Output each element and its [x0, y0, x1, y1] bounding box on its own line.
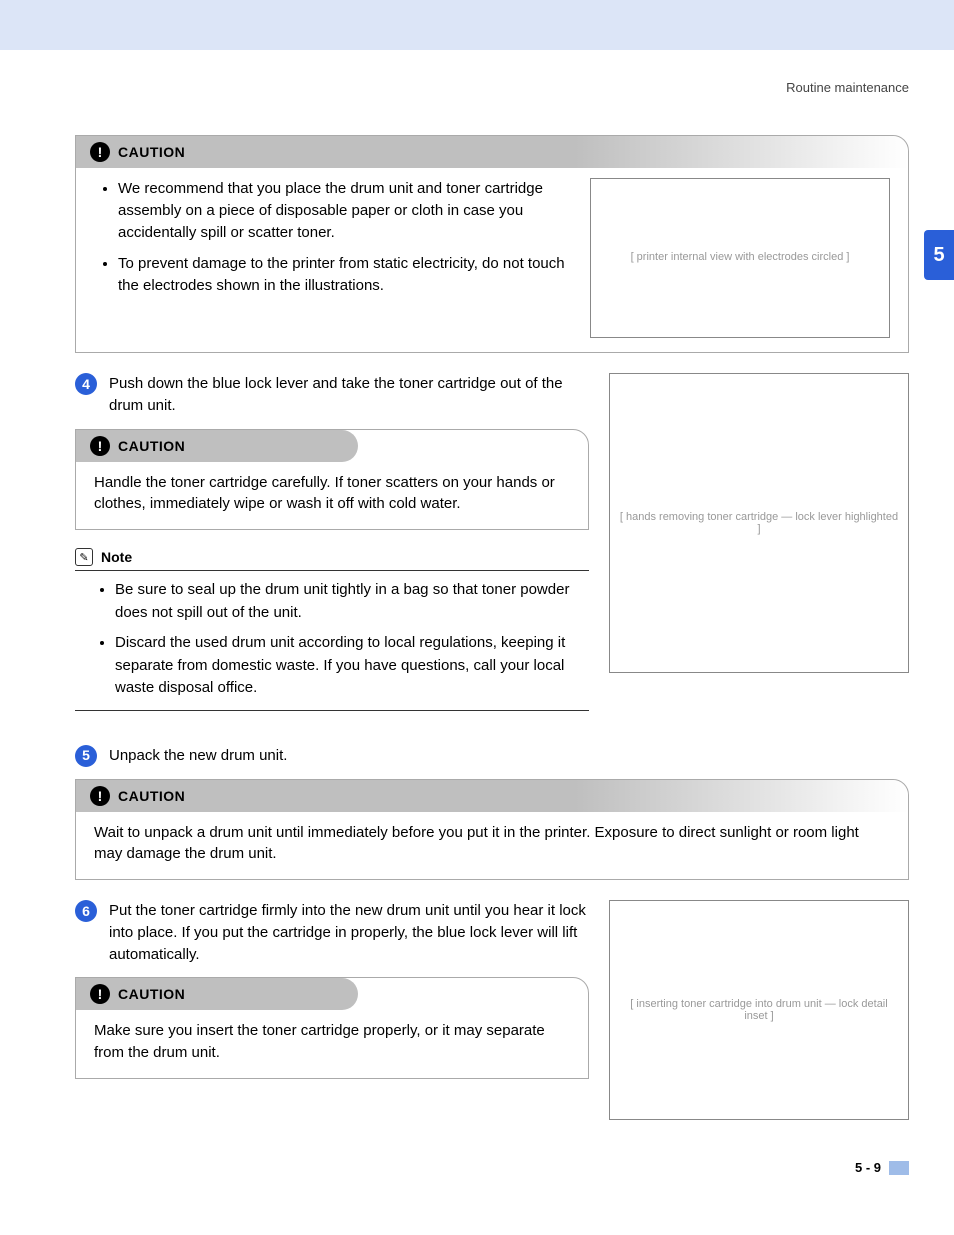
caution-title: CAUTION	[118, 986, 185, 1002]
note-title: Note	[101, 549, 132, 565]
step-number: 5	[75, 745, 97, 767]
step-text: Put the toner cartridge firmly into the …	[109, 900, 589, 965]
note-block-1: ✎ Note Be sure to seal up the drum unit …	[75, 548, 589, 711]
page-number: 5 - 9	[855, 1160, 881, 1175]
step-number: 4	[75, 373, 97, 395]
caution-icon: !	[90, 436, 110, 456]
caution-title: CAUTION	[118, 144, 185, 160]
caution-box-2: ! CAUTION Handle the toner cartridge car…	[75, 429, 589, 531]
step-4: 4 Push down the blue lock lever and take…	[75, 373, 589, 417]
chapter-tab: 5	[924, 230, 954, 280]
step-text: Push down the blue lock lever and take t…	[109, 373, 589, 417]
page-footer: 5 - 9	[75, 1160, 909, 1175]
caution-2-text: Handle the toner cartridge carefully. If…	[76, 462, 588, 530]
caution-1-bullet: We recommend that you place the drum uni…	[118, 178, 570, 243]
illustration-electrodes: [ printer internal view with electrodes …	[590, 178, 890, 338]
caution-icon: !	[90, 142, 110, 162]
caution-box-3: ! CAUTION Wait to unpack a drum unit unt…	[75, 779, 909, 881]
footer-accent-bar	[889, 1161, 909, 1175]
note-icon: ✎	[75, 548, 93, 566]
note-bullet: Discard the used drum unit according to …	[115, 632, 589, 700]
caution-box-1: ! CAUTION We recommend that you place th…	[75, 135, 909, 353]
illustration-remove-cartridge: [ hands removing toner cartridge — lock …	[609, 373, 909, 673]
caution-1-list: We recommend that you place the drum uni…	[94, 178, 570, 307]
step-5: 5 Unpack the new drum unit.	[75, 745, 909, 767]
caution-box-4: ! CAUTION Make sure you insert the toner…	[75, 977, 589, 1079]
caution-title: CAUTION	[118, 788, 185, 804]
caution-icon: !	[90, 786, 110, 806]
section-header: Routine maintenance	[75, 80, 909, 95]
caution-title: CAUTION	[118, 438, 185, 454]
step-6: 6 Put the toner cartridge firmly into th…	[75, 900, 589, 965]
step-number: 6	[75, 900, 97, 922]
note-bullet: Be sure to seal up the drum unit tightly…	[115, 579, 589, 624]
step-text: Unpack the new drum unit.	[109, 745, 287, 767]
caution-icon: !	[90, 984, 110, 1004]
caution-1-bullet: To prevent damage to the printer from st…	[118, 253, 570, 297]
illustration-insert-cartridge: [ inserting toner cartridge into drum un…	[609, 900, 909, 1120]
caution-3-text: Wait to unpack a drum unit until immedia…	[76, 812, 908, 880]
top-banner	[0, 0, 954, 50]
caution-4-text: Make sure you insert the toner cartridge…	[76, 1010, 588, 1078]
